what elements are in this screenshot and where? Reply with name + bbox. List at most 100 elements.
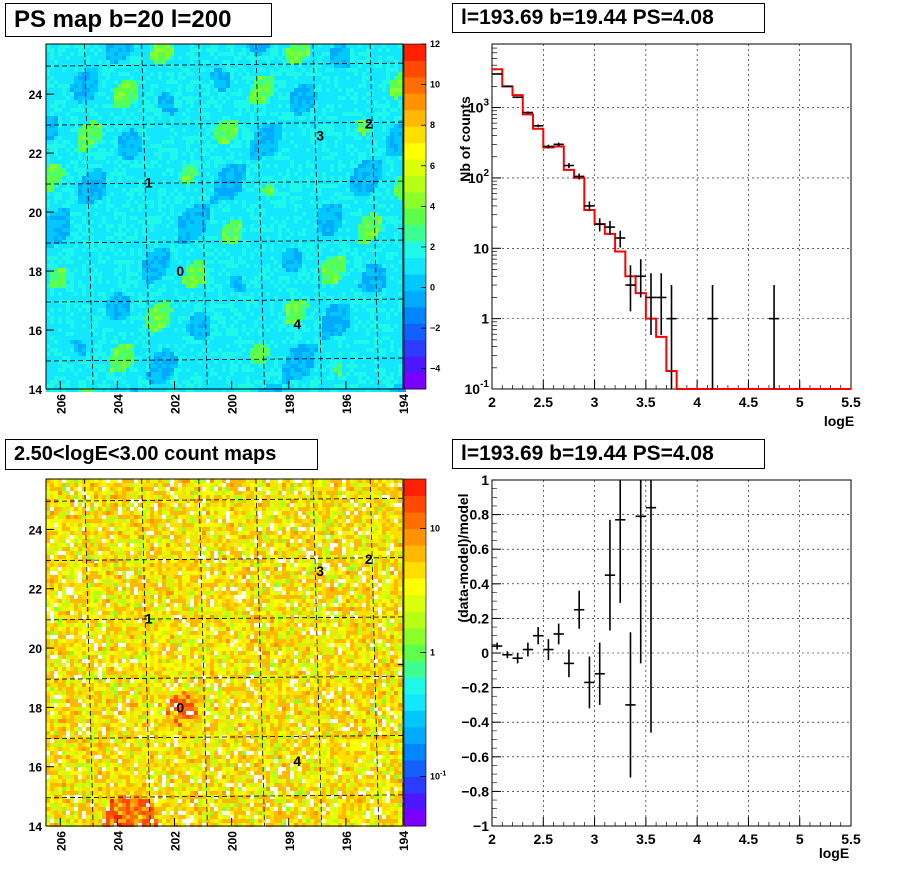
residual-point	[625, 632, 636, 778]
count-map-colorbar-segment	[404, 726, 426, 744]
count-map-xtick-label: 206	[54, 831, 68, 851]
count-map-source-label: 3	[316, 563, 324, 579]
spectrum-ytick-label: 10	[473, 240, 489, 256]
ps-colorbar-tick-label: 4	[430, 201, 435, 211]
residual-title: l=193.69 b=19.44 PS=4.08	[452, 439, 765, 469]
data-point	[574, 173, 585, 180]
residual-xtick-label: 3	[591, 831, 599, 847]
residual-point	[512, 653, 523, 664]
data-point	[707, 285, 718, 389]
spectrum-ytick-label: 103	[468, 98, 490, 116]
residual-point	[533, 627, 544, 645]
ps-colorbar-tick-label: −2	[430, 323, 440, 333]
count-map-ytick-label: 20	[29, 642, 43, 656]
residual-point	[563, 649, 575, 678]
ps-map-source-label: 3	[316, 127, 324, 143]
ps-map-colorbar-segment	[404, 372, 426, 390]
count-map-colorbar-segment	[404, 512, 426, 530]
spectrum-xlabel: logE	[824, 413, 854, 429]
count-map-colorbar-segment	[404, 561, 426, 579]
ps-map-colorbar-segment	[404, 339, 426, 357]
ps-map-colorbar-segment	[404, 126, 426, 144]
ps-colorbar-tick-label: 8	[430, 120, 435, 130]
data-point	[553, 142, 564, 147]
count-map-colorbar-segment	[404, 776, 426, 794]
count-map-xtick-label: 200	[226, 831, 240, 851]
spectrum-xtick-label: 2.5	[534, 394, 554, 410]
ps-colorbar-tick-label: 0	[430, 283, 435, 293]
ps-colorbar-tick-label: 10	[430, 80, 440, 90]
count-map-source-label: 4	[293, 753, 301, 769]
ps-map-colorbar-segment	[404, 44, 426, 61]
count-map-cells	[46, 479, 406, 827]
ps-map-xtick-label: 196	[340, 394, 354, 414]
residual-ytick-label: 1	[481, 472, 489, 488]
ps-map-colorbar-segment	[404, 208, 426, 226]
ps-map-cells	[46, 44, 406, 392]
residual-point	[635, 480, 646, 664]
count-map-colorbar-segment	[404, 528, 426, 546]
residual-ytick-label: 0.6	[470, 541, 490, 557]
count-map-colorbar-segment	[404, 809, 426, 827]
residual-grid	[491, 479, 852, 827]
residual-xtick-label: 2.5	[534, 831, 554, 847]
count-map-ytick-label: 24	[29, 523, 43, 537]
ps-map-ytick-label: 20	[29, 206, 43, 220]
ps-map-colorbar-segment	[404, 109, 426, 127]
count-colorbar-tick-label: 10-1	[430, 771, 446, 782]
residual-point	[492, 642, 503, 650]
ps-map-xtick-label: 204	[111, 394, 125, 414]
data-point	[533, 124, 544, 128]
residual-xtick-label: 5	[796, 831, 804, 847]
residual-ytick-label: −0.8	[461, 783, 489, 799]
ps-map-ytick-label: 16	[29, 324, 43, 338]
ps-map-colorbar-segment	[404, 191, 426, 209]
spectrum-ylabel: Nb of counts	[457, 96, 473, 182]
residual-xtick-label: 5.5	[841, 831, 861, 847]
count-map-colorbar-segment	[404, 743, 426, 761]
ps-map-xtick-label: 194	[397, 394, 411, 414]
ps-colorbar-tick-label: 6	[430, 161, 435, 171]
residual-point	[584, 656, 595, 709]
ps-map-xtick-label: 202	[169, 394, 183, 414]
data-point	[543, 144, 554, 149]
ps-colorbar-tick-label: −4	[430, 364, 440, 374]
data-point	[656, 273, 667, 335]
ps-map-colorbar-segment	[404, 306, 426, 324]
ps-map-colorbar-segment	[404, 224, 426, 242]
spectrum-xtick-label: 4	[693, 394, 701, 410]
count-map-panel: 206 204 202 200 198 196 194 14 16 18 20 22 24 0 1 2 3 4 10…	[29, 478, 446, 851]
ps-map-colorbar-segment	[404, 159, 426, 176]
count-map-ytick-label: 14	[29, 820, 43, 834]
ps-map-colorbar-segment	[404, 274, 426, 291]
residual-ytick-label: 0.2	[470, 610, 490, 626]
spectrum-ytick-label: 1	[481, 311, 489, 327]
spectrum-xtick-label: 3.5	[636, 394, 656, 410]
ps-map-title: PS map b=20 l=200	[5, 3, 272, 37]
data-point	[615, 230, 626, 248]
count-map-colorbar-segment	[404, 677, 426, 695]
residual-xtick-label: 4	[693, 831, 701, 847]
count-map-title: 2.50<logE<3.00 count maps	[5, 439, 318, 470]
data-point	[635, 259, 646, 298]
spectrum-xtick-label: 3	[591, 394, 599, 410]
residual-ytick-label: −1	[473, 818, 489, 834]
residual-point	[522, 642, 534, 657]
residual-xtick-label: 4.5	[739, 831, 759, 847]
spectrum-xtick-label: 4.5	[739, 394, 759, 410]
data-point	[584, 201, 595, 212]
count-map-xtick-label: 202	[169, 831, 183, 851]
residual-ytick-label: −0.6	[461, 749, 489, 765]
count-map-colorbar-segment	[404, 545, 426, 563]
ps-map-colorbar-segment	[404, 257, 426, 275]
ps-map-source-label: 2	[365, 116, 373, 132]
spectrum-ytick-label: 10-1	[465, 379, 490, 397]
count-map-colorbar-segment	[404, 792, 426, 810]
residual-ytick-label: −0.2	[461, 680, 489, 696]
data-point	[594, 218, 605, 232]
ps-map-ytick-label: 22	[29, 147, 43, 161]
count-colorbar-tick-label: 1	[430, 648, 435, 658]
count-map-colorbar-segment	[404, 495, 426, 513]
ps-map-colorbar-segment	[404, 93, 426, 111]
